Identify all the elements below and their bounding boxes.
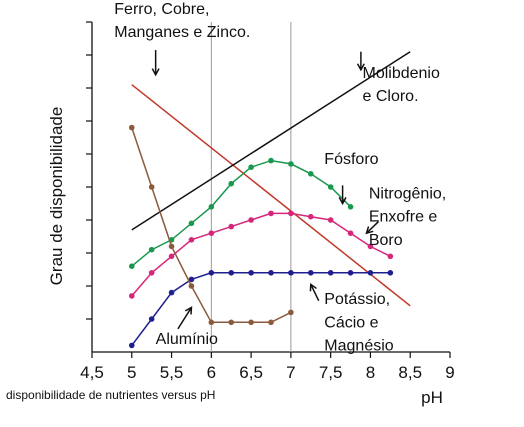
data-point — [268, 157, 274, 164]
gridlines — [210, 22, 292, 352]
data-point — [367, 243, 374, 250]
data-point — [168, 253, 175, 260]
chart-caption: disponibilidade de nutrientes versus pH — [6, 388, 215, 402]
arrow-head — [365, 226, 374, 235]
annotation-label: Fósforo — [324, 151, 378, 168]
data-point — [228, 319, 235, 326]
data-point — [307, 270, 314, 276]
annotation-label: Alumínio — [156, 331, 218, 348]
data-point — [208, 230, 215, 236]
data-point — [188, 237, 195, 243]
x-tick-label: 6 — [207, 363, 216, 382]
arrow-head — [151, 68, 160, 77]
x-tick-label: 9 — [445, 363, 454, 382]
data-point — [128, 342, 135, 349]
annotation-label: e Cloro. — [362, 88, 418, 105]
series-line — [131, 51, 411, 231]
data-point — [208, 319, 215, 326]
data-point — [248, 217, 254, 223]
arrow-head — [184, 306, 193, 315]
annotation-label: Molibdenio — [362, 65, 439, 82]
annotation-arrow — [151, 50, 160, 77]
y-ticks — [86, 21, 92, 320]
data-point — [327, 270, 334, 276]
arrows-group — [151, 50, 379, 330]
data-point — [268, 319, 274, 326]
data-point — [228, 223, 235, 230]
data-point — [168, 243, 175, 250]
data-point — [128, 293, 135, 299]
data-point — [367, 270, 374, 276]
x-tick-label: 6,5 — [239, 363, 263, 382]
data-point — [347, 270, 354, 276]
series-group — [128, 51, 411, 349]
x-tick-label: 7 — [286, 363, 295, 382]
data-point — [248, 319, 254, 326]
data-point — [148, 246, 155, 253]
data-point — [148, 184, 155, 190]
annotation-label: Manganes e Zinco. — [114, 24, 250, 41]
arrow-shaft — [177, 307, 193, 330]
data-point — [228, 180, 235, 187]
data-point — [347, 230, 354, 236]
data-point — [327, 217, 334, 223]
data-point — [188, 276, 195, 283]
data-point — [268, 270, 274, 276]
series-line — [131, 159, 352, 267]
arrow-head — [356, 63, 365, 72]
data-point — [347, 204, 354, 210]
data-point — [128, 263, 135, 270]
arrow-shaft — [310, 284, 320, 302]
annotation-arrow — [365, 221, 379, 235]
data-point — [148, 270, 155, 276]
data-point — [268, 210, 274, 217]
data-point — [288, 309, 294, 316]
data-point — [248, 270, 254, 276]
data-point — [387, 253, 394, 260]
data-point — [288, 161, 294, 167]
data-point — [148, 316, 155, 322]
x-tick-label: 5,5 — [160, 363, 184, 382]
x-tick-label: 4,5 — [80, 363, 104, 382]
arrow-head — [338, 196, 347, 206]
data-point — [288, 270, 294, 276]
annotation-label: Ferro, Cobre, — [114, 1, 209, 18]
arrow-head — [309, 282, 317, 292]
annotation-label: Nitrogênio, — [369, 186, 446, 203]
x-tick-label: 7,5 — [319, 363, 343, 382]
data-point — [208, 204, 215, 210]
data-point — [327, 184, 334, 190]
series-line — [131, 272, 391, 346]
annotation-label: Boro — [369, 232, 403, 249]
annotation-arrow — [338, 185, 347, 206]
x-tick-label: 8 — [366, 363, 375, 382]
x-ticks: 4,5 5 5,5 6 6,5 7 7,5 8 8,5 9 — [80, 352, 455, 382]
data-point — [188, 283, 195, 289]
data-point — [387, 270, 394, 276]
data-point — [248, 164, 254, 170]
x-tick-label: 5 — [127, 363, 136, 382]
annotation-label: Potássio, — [324, 291, 390, 308]
data-point — [307, 213, 314, 220]
x-tick-label: 8,5 — [398, 363, 422, 382]
annotations-group: Ferro, Cobre, Manganes e Zinco. Molibdenio… — [114, 1, 446, 355]
data-point — [288, 210, 294, 217]
y-axis-label: Grau de disponibilidade — [47, 107, 66, 286]
series-line — [131, 84, 411, 307]
annotation-arrow — [309, 282, 320, 302]
data-point — [168, 289, 175, 296]
data-point — [208, 270, 215, 276]
annotation-label: Magnésio — [324, 337, 393, 354]
data-point — [228, 270, 235, 276]
x-axis-label: pH — [421, 388, 443, 407]
annotation-label: Cácio e — [324, 314, 378, 331]
annotation-arrow — [356, 51, 365, 72]
data-point — [188, 220, 195, 227]
annotation-label: Enxofre e — [369, 209, 438, 226]
data-point — [128, 124, 135, 131]
data-point — [307, 171, 314, 177]
arrow-shaft — [365, 221, 379, 234]
annotation-arrow — [177, 306, 193, 330]
